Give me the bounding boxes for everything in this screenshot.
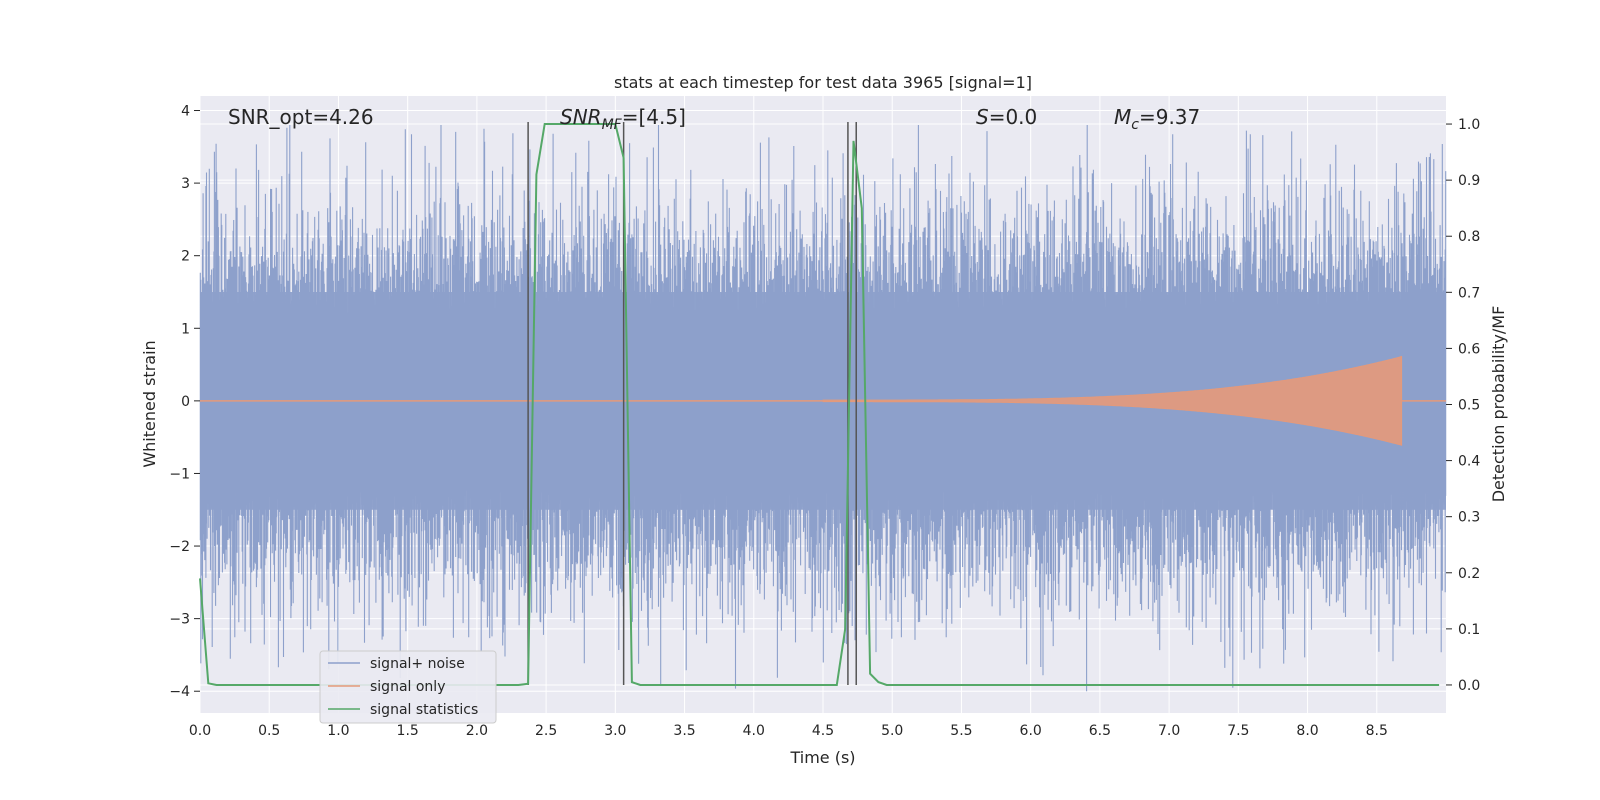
x-tick-label: 5.0 (881, 723, 903, 739)
x-tick-label: 3.0 (604, 723, 626, 739)
y-tick-label: 4 (181, 104, 190, 120)
x-tick-label: 7.0 (1158, 723, 1180, 739)
annotation-snr-opt: SNR_opt=4.26 (228, 105, 374, 129)
x-tick-label: 4.5 (812, 723, 834, 739)
x-tick-label: 8.5 (1366, 723, 1388, 739)
y-right-tick-label: 1.0 (1458, 117, 1480, 133)
x-tick-label: 2.5 (535, 723, 557, 739)
legend-box (319, 650, 497, 724)
y-tick-label: 1 (181, 321, 190, 337)
y-right-tick-label: 0.5 (1458, 398, 1480, 414)
y-tick-label: −2 (169, 539, 190, 555)
annotation-mc: Mc=9.37 (1114, 105, 1200, 133)
x-tick-label: 2.0 (466, 723, 488, 739)
legend: signal+ noise signal only signal statist… (319, 650, 497, 724)
signal-statistics-series (199, 123, 1440, 686)
legend-label-signal-statistics: signal statistics (370, 702, 478, 718)
x-tick-label: 0.0 (189, 723, 211, 739)
x-tick-label: 8.0 (1296, 723, 1318, 739)
y-tick-label: 2 (181, 249, 190, 265)
y-axis-label: Whitened strain (140, 340, 159, 467)
annotation-s-symbol: S (976, 105, 989, 129)
x-tick-label: 0.5 (258, 723, 280, 739)
annotation-mc-value: =9.37 (1139, 105, 1200, 129)
y-right-tick-label: 0.1 (1458, 622, 1480, 638)
legend-label-signal-only: signal only (370, 679, 445, 695)
y-tick-label: −4 (169, 684, 190, 700)
x-tick-label: 6.0 (1020, 723, 1042, 739)
y-tick-label: −3 (169, 612, 190, 628)
y-tick-label: 3 (181, 176, 190, 192)
annotation-mc-subscript: c (1131, 117, 1139, 133)
y-tick-label: 0 (181, 394, 190, 410)
y-right-tick-label: 0.8 (1458, 229, 1480, 245)
y-right-tick-label: 0.3 (1458, 510, 1480, 526)
x-tick-label: 4.0 (743, 723, 765, 739)
x-tick-label: 7.5 (1227, 723, 1249, 739)
signal-statistics-line (199, 123, 1440, 686)
annotation-snr-mf: SNRMF=[4.5] (560, 105, 686, 133)
x-tick-label: 3.5 (673, 723, 695, 739)
y-right-tick-label: 0.6 (1458, 341, 1480, 357)
x-axis-label: Time (s) (789, 748, 855, 767)
y-right-axis-label: Detection probability/MF (1489, 306, 1508, 503)
annotation-snr-mf-subscript: MF (602, 117, 623, 133)
axis-layer: 0.0 0.5 1.0 1.5 2.0 2.5 3.0 3.5 4.0 4.5 5.0 5.5 6.0 6… (169, 104, 1480, 739)
annotation-snr-mf-symbol: SNR (560, 105, 602, 129)
x-tick-label: 1.5 (397, 723, 419, 739)
chart-title: stats at each timestep for test data 396… (614, 73, 1032, 92)
x-tick-label: 6.5 (1089, 723, 1111, 739)
y-tick-label: −1 (169, 466, 190, 482)
y-right-tick-label: 0.9 (1458, 173, 1480, 189)
annotation-s-value: =0.0 (989, 105, 1038, 129)
y-right-tick-label: 0.7 (1458, 285, 1480, 301)
x-tick-label: 5.5 (950, 723, 972, 739)
y-right-tick-label: 0.2 (1458, 566, 1480, 582)
annotation-s: S=0.0 (976, 105, 1037, 129)
annotation-snr-mf-value: =[4.5] (622, 105, 686, 129)
y-right-tick-label: 0.0 (1458, 678, 1480, 694)
signal-chirp (822, 355, 1403, 446)
annotation-mc-symbol: M (1114, 105, 1131, 129)
legend-label-signal-noise: signal+ noise (370, 656, 465, 672)
y-right-tick-label: 0.4 (1458, 454, 1480, 470)
signal-only-series (200, 355, 1446, 446)
x-tick-label: 1.0 (327, 723, 349, 739)
